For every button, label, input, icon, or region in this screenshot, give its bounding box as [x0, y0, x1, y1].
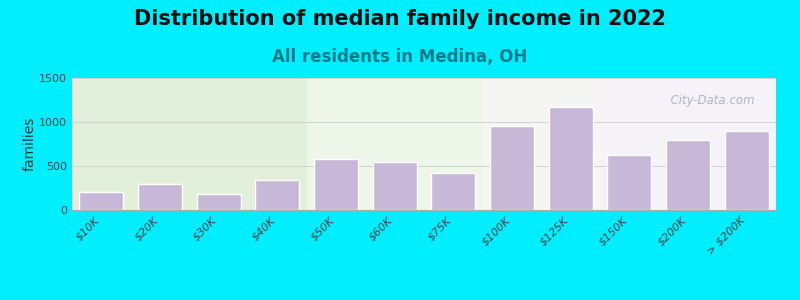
Bar — [255, 180, 299, 210]
Bar — [72, 78, 306, 210]
Y-axis label: families: families — [22, 117, 36, 171]
Bar — [666, 140, 710, 210]
Bar — [138, 184, 182, 210]
Bar — [482, 78, 600, 210]
Bar — [549, 107, 593, 210]
Bar — [431, 173, 475, 210]
Bar — [490, 126, 534, 210]
Text: City-Data.com: City-Data.com — [663, 94, 755, 107]
Bar — [373, 162, 417, 210]
Text: All residents in Medina, OH: All residents in Medina, OH — [272, 48, 528, 66]
Bar — [607, 154, 651, 210]
Bar — [306, 78, 482, 210]
Bar — [600, 78, 776, 210]
Bar — [725, 131, 769, 210]
Bar — [72, 78, 776, 210]
Text: Distribution of median family income in 2022: Distribution of median family income in … — [134, 9, 666, 29]
Bar — [314, 159, 358, 210]
Bar — [197, 194, 241, 210]
Bar — [79, 192, 123, 210]
